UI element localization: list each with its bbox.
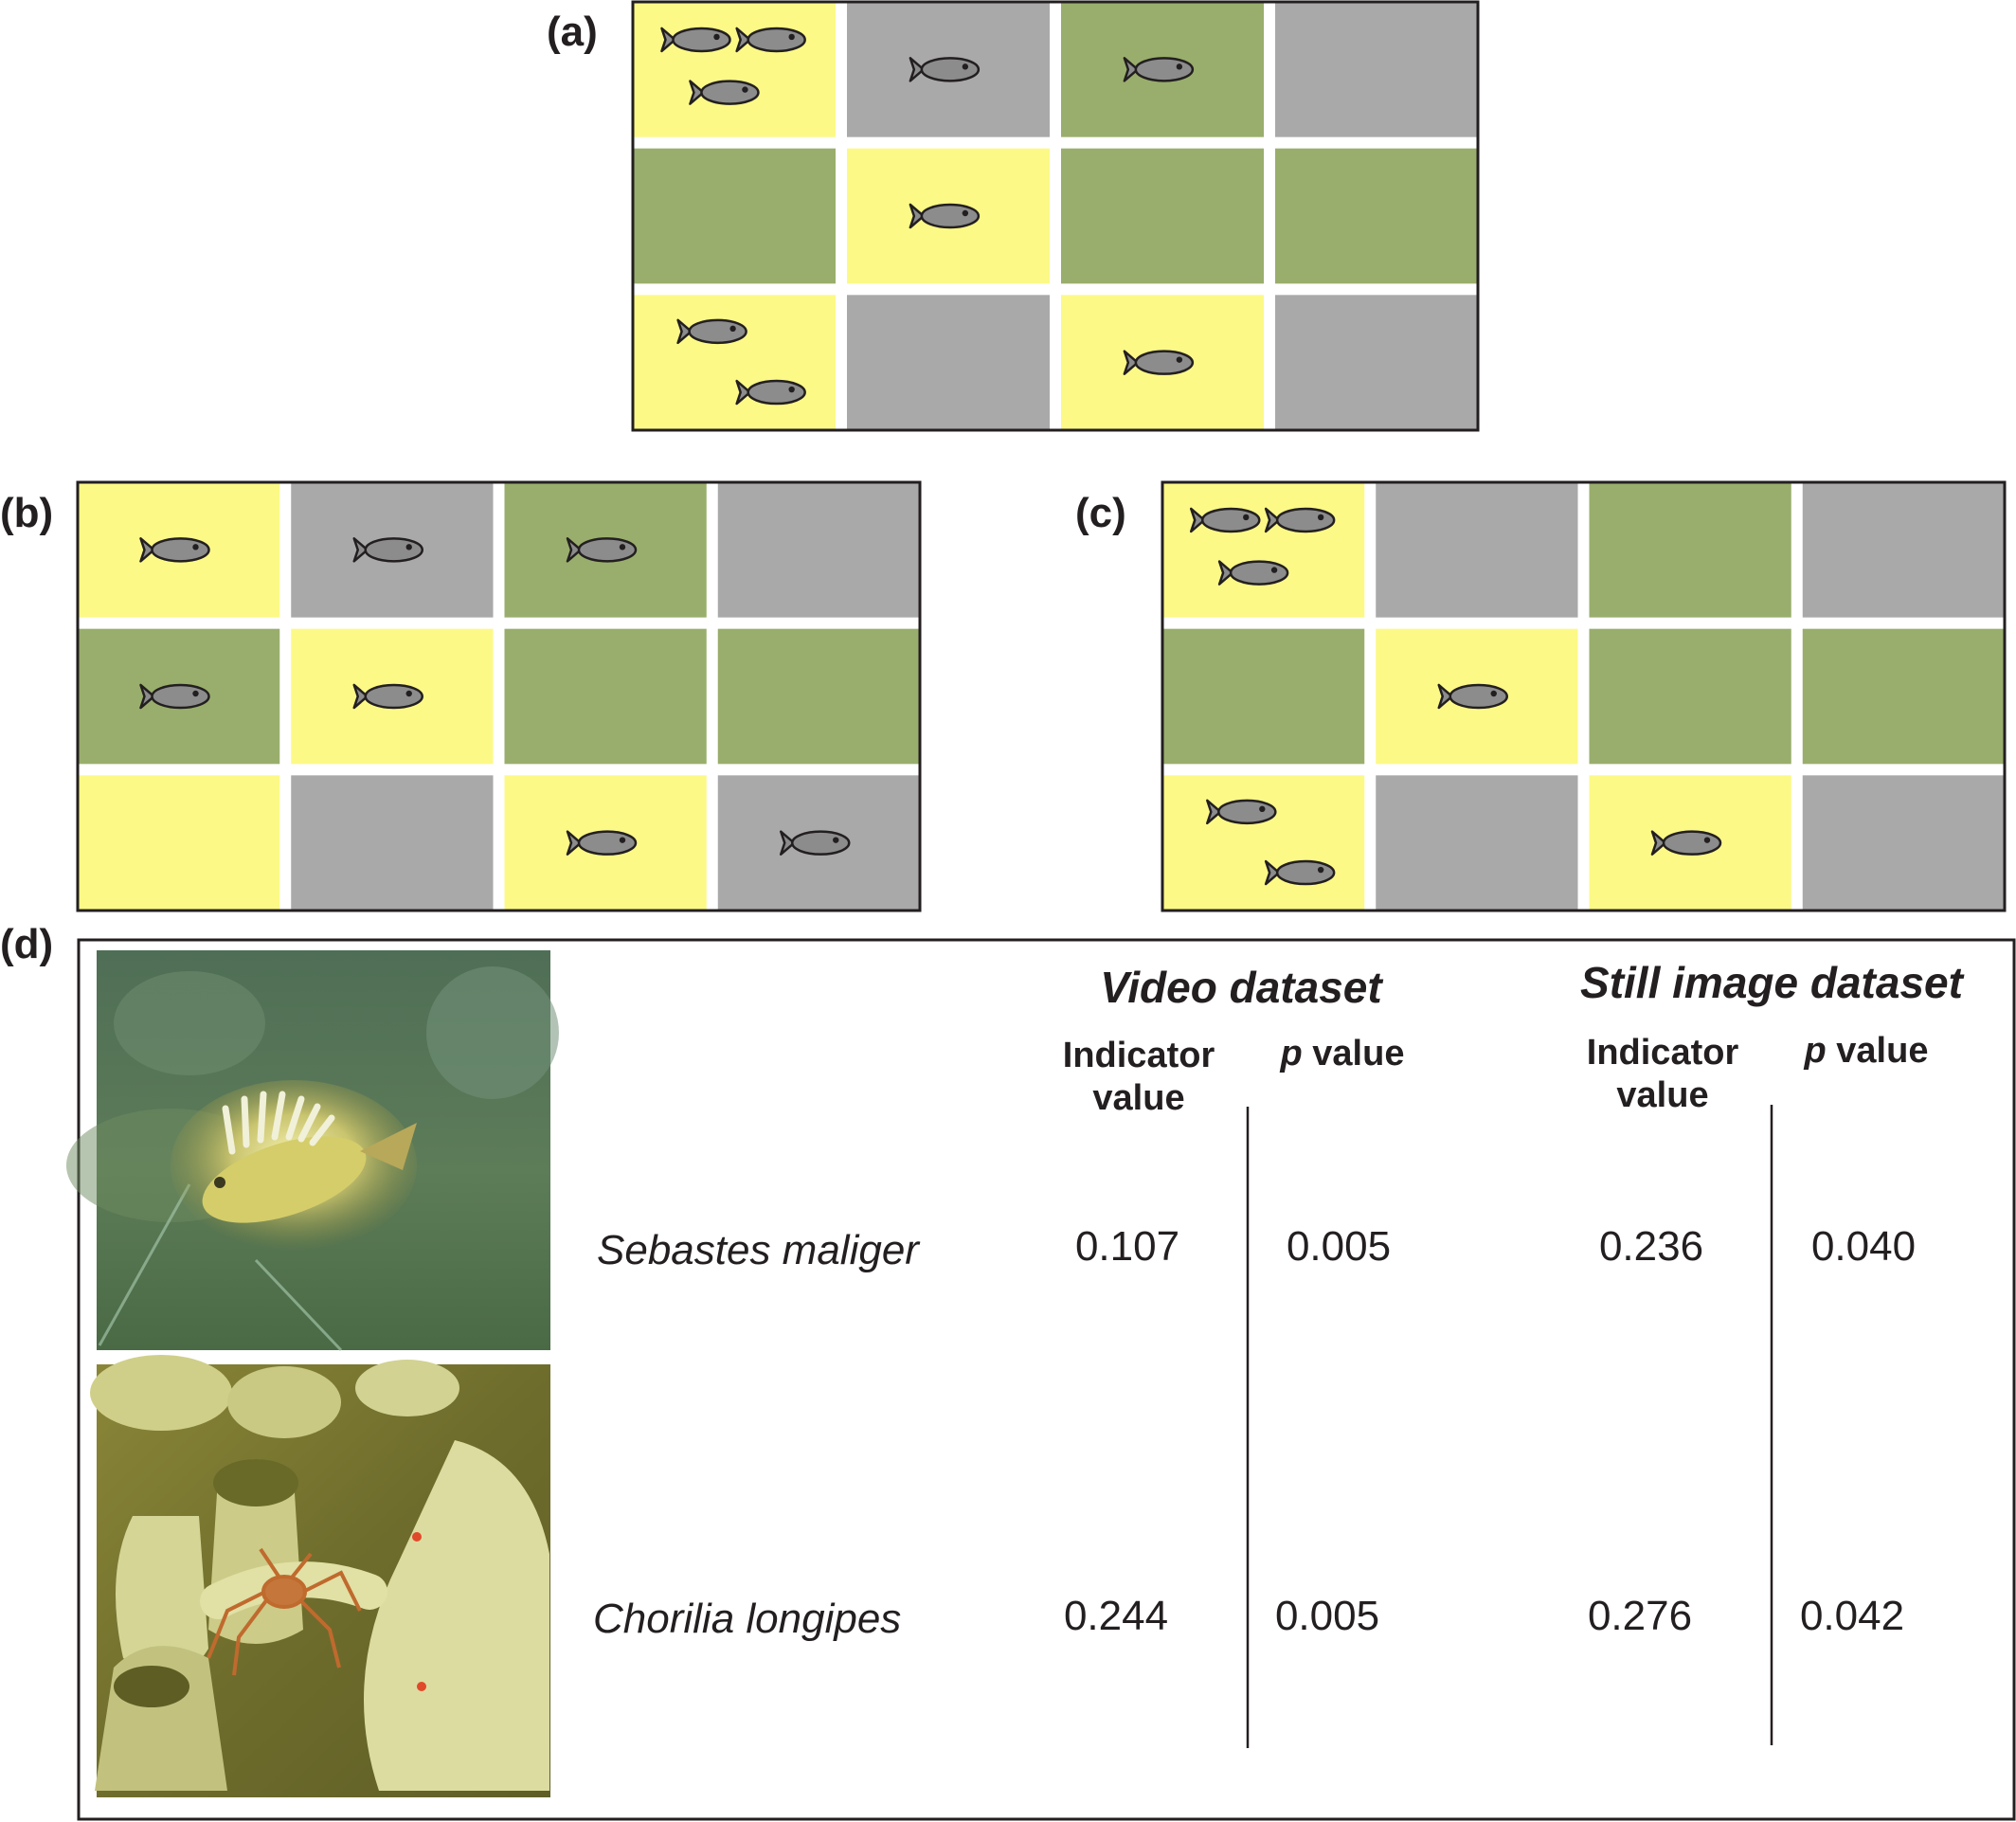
habitat-cell-green xyxy=(1589,482,1791,618)
still-p-value: 0.042 xyxy=(1800,1593,1904,1639)
habitat-cell-green xyxy=(1802,628,2005,765)
habitat-grid-b xyxy=(76,480,922,912)
fish-icon xyxy=(1650,830,1722,856)
habitat-cell-yellow xyxy=(1162,482,1365,618)
habitat-cell-yellow xyxy=(1376,628,1578,765)
habitat-cell-grey xyxy=(717,482,920,618)
habitat-grid-c xyxy=(1161,480,2007,912)
habitat-cell-green xyxy=(633,148,836,284)
fish-icon xyxy=(352,537,423,563)
habitat-cell-green xyxy=(1061,2,1264,137)
p-italic: p xyxy=(1280,1034,1303,1073)
panel-label-c: (c) xyxy=(1075,490,1126,536)
fish-icon xyxy=(566,830,638,856)
habitat-cell-green xyxy=(1162,628,1365,765)
fish-icon xyxy=(1217,560,1289,586)
video-indicator-label-line2: value xyxy=(1092,1078,1184,1118)
fish-icon xyxy=(566,537,638,563)
panel-label-b: (b) xyxy=(0,490,53,536)
p-value-word: value xyxy=(1303,1034,1405,1073)
fish-icon xyxy=(779,830,851,856)
fish-icon xyxy=(689,80,760,105)
video-dataset-header: Video dataset xyxy=(1100,963,1383,1012)
still-image-dataset-header: Still image dataset xyxy=(1580,958,1965,1007)
fish-icon xyxy=(1123,350,1195,375)
habitat-grid-a xyxy=(631,0,1480,432)
video-indicator-value: 0.244 xyxy=(1064,1593,1168,1639)
video-p-value: 0.005 xyxy=(1287,1223,1391,1270)
p-italic: p xyxy=(1804,1031,1827,1071)
habitat-cell-grey xyxy=(1376,775,1578,911)
habitat-cell-yellow xyxy=(1061,295,1264,430)
crab-on-sponge-photo xyxy=(90,1355,550,1797)
still-indicator-value: 0.236 xyxy=(1599,1223,1703,1270)
habitat-cell-yellow xyxy=(1589,775,1791,911)
fish-icon xyxy=(1437,683,1508,710)
still-p-value-label: p value xyxy=(1804,1031,1929,1071)
habitat-cell-yellow xyxy=(1162,775,1365,911)
habitat-cell-grey xyxy=(1275,295,1478,430)
fish-icon xyxy=(1123,57,1195,82)
habitat-cell-green xyxy=(504,628,707,765)
fish-icon xyxy=(1264,859,1336,886)
habitat-cell-green xyxy=(717,628,920,765)
fish-icon xyxy=(735,27,806,53)
fish-icon xyxy=(1206,799,1277,825)
panel-d-frame xyxy=(77,938,2016,1821)
video-p-value: 0.005 xyxy=(1275,1593,1379,1639)
video-p-value-label: p value xyxy=(1280,1034,1405,1073)
p-value-word: value xyxy=(1827,1031,1929,1071)
still-indicator-value: 0.276 xyxy=(1588,1593,1692,1639)
fish-icon xyxy=(676,318,747,345)
panel-label-d: (d) xyxy=(0,921,53,967)
video-indicator-value: 0.107 xyxy=(1075,1223,1179,1270)
still-indicator-label-line2: value xyxy=(1616,1075,1708,1115)
fish-icon xyxy=(735,379,806,406)
grid-frame xyxy=(631,0,1480,432)
fish-icon xyxy=(1264,507,1336,533)
habitat-cell-grey xyxy=(1802,482,2005,618)
fish-icon xyxy=(660,27,731,53)
grid-frame xyxy=(1161,480,2007,912)
fish-icon xyxy=(909,203,981,229)
habitat-cell-grey xyxy=(847,295,1050,430)
habitat-cell-yellow xyxy=(633,295,836,430)
rockfish-photo xyxy=(66,950,559,1352)
video-indicator-label-line1: Indicator xyxy=(1063,1036,1215,1075)
habitat-cell-grey xyxy=(847,2,1050,137)
fish-icon xyxy=(139,683,210,710)
habitat-cell-green xyxy=(1589,628,1791,765)
habitat-cell-grey xyxy=(1376,482,1578,618)
habitat-cell-green xyxy=(1275,148,1478,284)
habitat-cell-green xyxy=(504,482,707,618)
still-p-value: 0.040 xyxy=(1811,1223,1916,1270)
species-name: Chorilia longipes xyxy=(593,1596,901,1642)
fish-icon xyxy=(1189,507,1261,533)
habitat-cell-yellow xyxy=(504,775,707,911)
habitat-cell-yellow xyxy=(78,482,280,618)
habitat-cell-yellow xyxy=(847,148,1050,284)
still-indicator-label-line1: Indicator xyxy=(1587,1033,1739,1073)
habitat-cell-grey xyxy=(291,775,494,911)
habitat-cell-yellow xyxy=(633,2,836,137)
habitat-cell-yellow xyxy=(291,628,494,765)
species-name: Sebastes maliger xyxy=(597,1227,921,1273)
panel-label-a: (a) xyxy=(547,9,598,55)
habitat-cell-green xyxy=(78,628,280,765)
fish-icon xyxy=(909,57,981,82)
habitat-cell-grey xyxy=(1802,775,2005,911)
habitat-cell-grey xyxy=(717,775,920,911)
grid-frame xyxy=(76,480,922,912)
habitat-cell-grey xyxy=(1275,2,1478,137)
fish-icon xyxy=(352,683,423,710)
habitat-cell-green xyxy=(1061,148,1264,284)
habitat-cell-grey xyxy=(291,482,494,618)
fish-icon xyxy=(139,537,210,563)
habitat-cell-yellow xyxy=(78,775,280,911)
grid-panels xyxy=(76,0,2007,912)
